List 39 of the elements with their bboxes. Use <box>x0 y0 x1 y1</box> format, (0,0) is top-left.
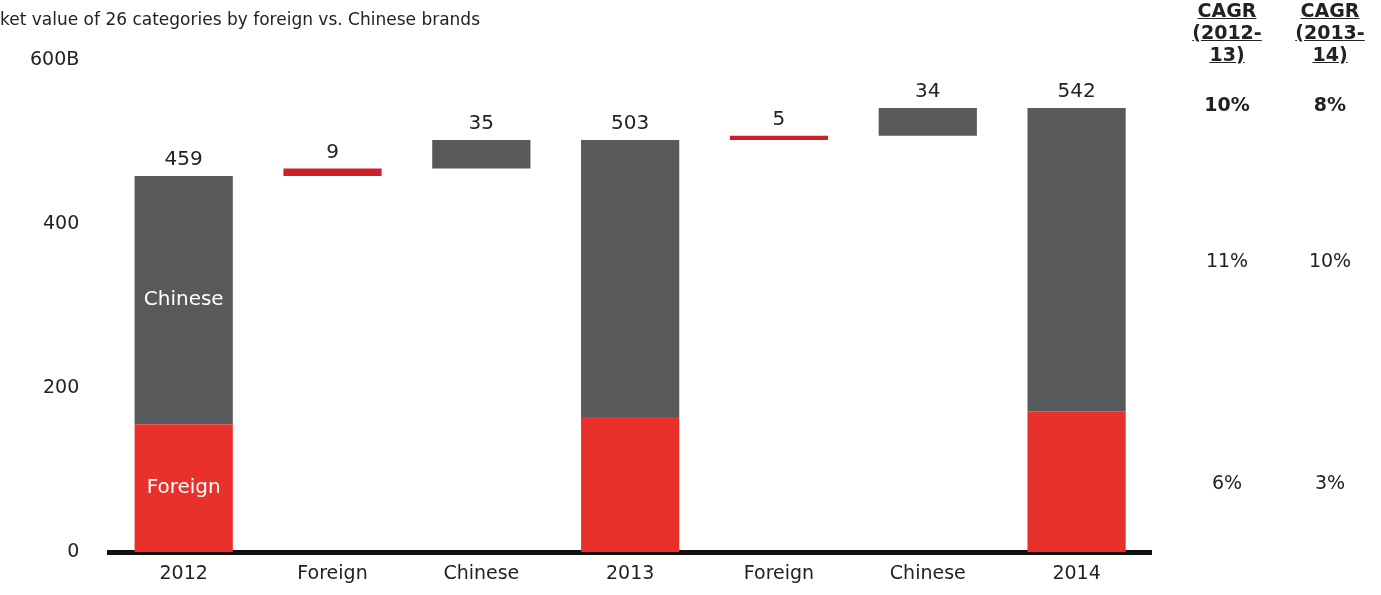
x-tick-label: Chinese <box>889 560 966 583</box>
x-tick-label: 2014 <box>1052 560 1101 583</box>
bar <box>134 424 233 553</box>
bar <box>283 168 382 176</box>
bar <box>729 135 829 140</box>
total-label: 459 <box>164 146 203 171</box>
data-label: 35 <box>468 110 495 135</box>
total-label: 542 <box>1057 78 1096 103</box>
series-label: Foreign <box>146 474 221 499</box>
data-label: 34 <box>915 78 941 103</box>
text: CAGR (2012-13) <box>1191 0 1263 65</box>
text: 11% <box>1204 248 1250 271</box>
y-tick-label: 600B <box>29 47 80 70</box>
text: 6% <box>1210 470 1244 493</box>
chart-title: ket value of 26 categories by foreign vs. Chinese brands <box>0 8 481 29</box>
data-label: 5 <box>772 106 786 131</box>
y-tick-label: 400 <box>43 211 80 234</box>
x-tick-label: Chinese <box>443 560 520 583</box>
text: 10% <box>1203 92 1251 115</box>
bar <box>581 416 680 553</box>
series-label: Chinese <box>143 286 224 311</box>
bar <box>134 175 233 425</box>
bar <box>1027 107 1126 412</box>
bar <box>581 139 680 417</box>
bar <box>878 107 977 136</box>
y-tick-label: 0 <box>67 539 80 562</box>
total-label: 503 <box>611 110 650 135</box>
text: CAGR (2013-14) <box>1294 0 1366 65</box>
bar <box>1027 411 1126 553</box>
text: 10% <box>1307 248 1353 271</box>
x-tick-label: 2013 <box>605 560 655 583</box>
text: 8% <box>1312 92 1348 115</box>
y-tick-label: 200 <box>43 375 80 398</box>
x-tick-label: 2012 <box>159 560 208 583</box>
text: 3% <box>1313 470 1347 493</box>
x-tick-label: Foreign <box>743 560 815 583</box>
x-tick-label: Foreign <box>297 560 368 583</box>
bar <box>432 139 531 169</box>
data-label: 9 <box>326 138 339 163</box>
